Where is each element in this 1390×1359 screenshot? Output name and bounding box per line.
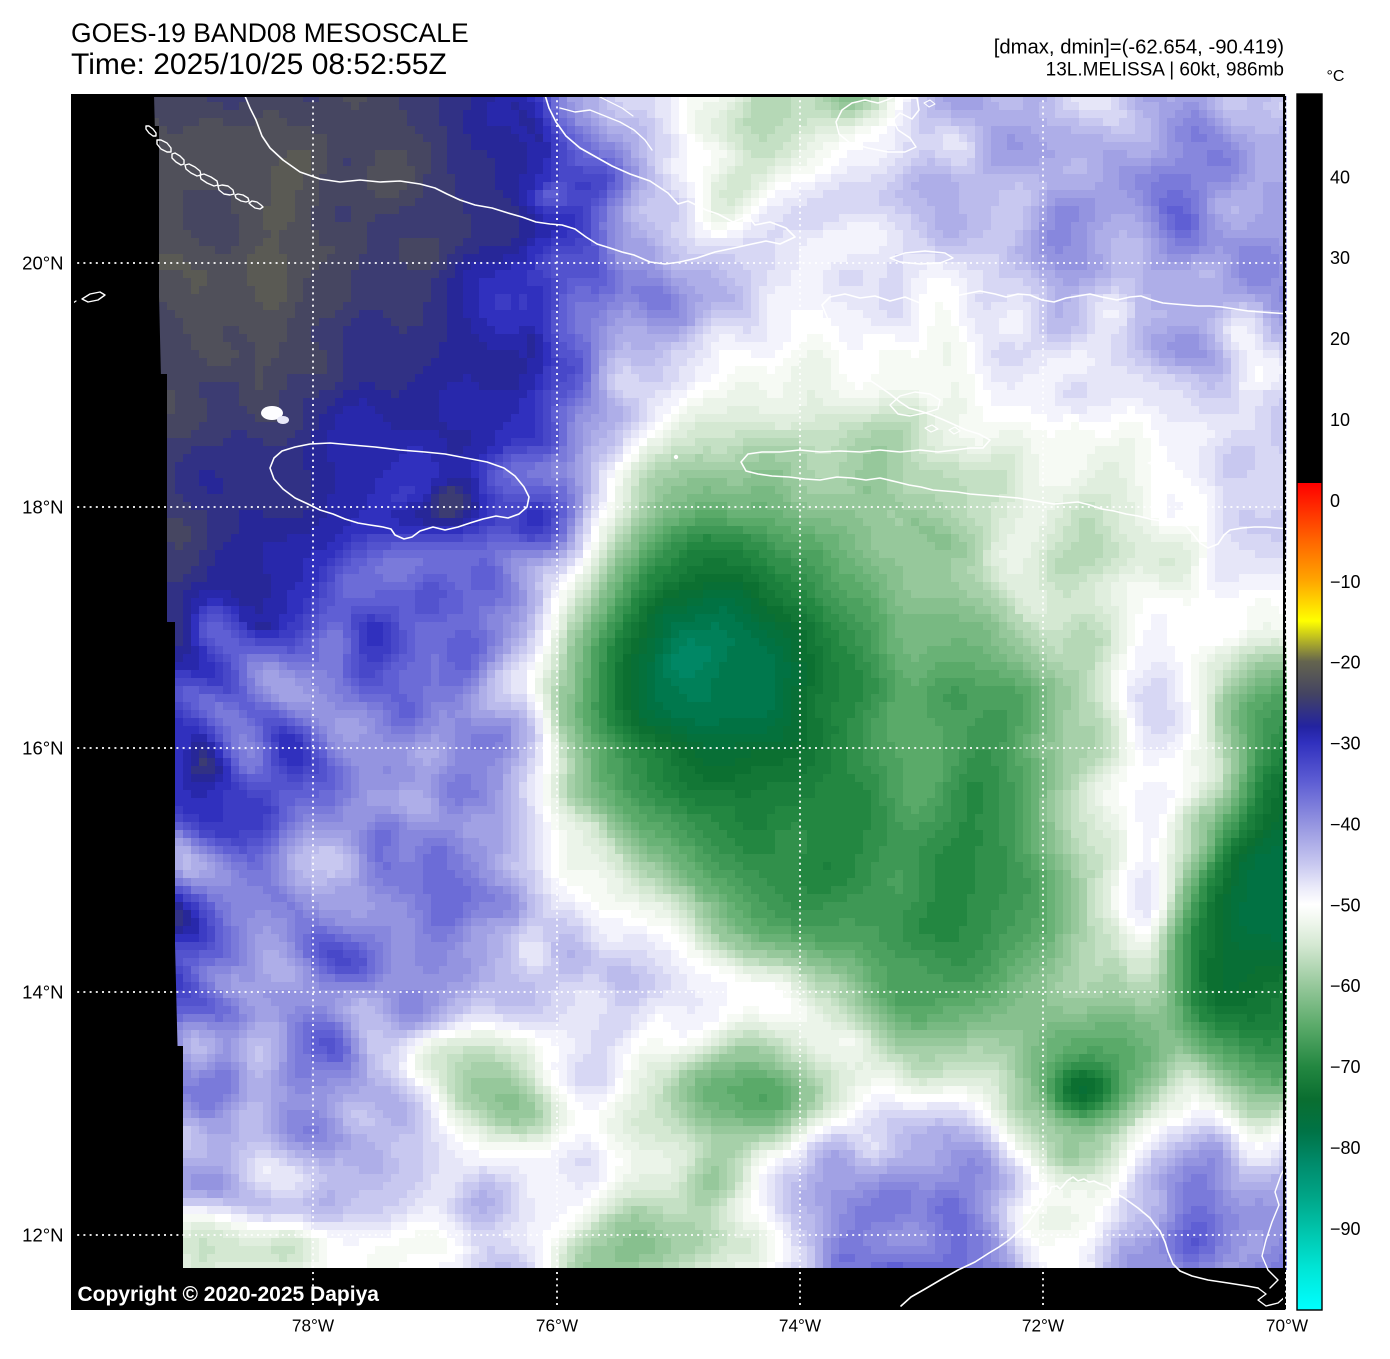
svg-text:20°N: 20°N: [22, 253, 63, 274]
svg-text:16°N: 16°N: [22, 738, 63, 759]
svg-text:20: 20: [1330, 329, 1350, 349]
svg-text:10: 10: [1330, 410, 1350, 430]
svg-text:−60: −60: [1330, 976, 1361, 996]
svg-text:18°N: 18°N: [22, 497, 63, 518]
svg-text:76°W: 76°W: [536, 1316, 579, 1336]
svg-text:GOES-19 BAND08 MESOSCALE: GOES-19 BAND08 MESOSCALE: [71, 18, 469, 48]
svg-text:−70: −70: [1330, 1057, 1361, 1077]
svg-text:74°W: 74°W: [779, 1316, 822, 1336]
svg-text:−50: −50: [1330, 895, 1361, 915]
svg-text:14°N: 14°N: [22, 982, 63, 1003]
svg-text:−30: −30: [1330, 734, 1361, 754]
svg-text:70°W: 70°W: [1266, 1316, 1309, 1336]
svg-text:40: 40: [1330, 167, 1350, 187]
svg-text:Copyright © 2020-2025 Dapiya: Copyright © 2020-2025 Dapiya: [78, 1283, 380, 1306]
svg-text:−20: −20: [1330, 653, 1361, 673]
svg-text:−40: −40: [1330, 815, 1361, 835]
svg-text:Time: 2025/10/25 08:52:55Z: Time: 2025/10/25 08:52:55Z: [71, 48, 447, 81]
svg-text:−80: −80: [1330, 1138, 1361, 1158]
svg-text:°C: °C: [1327, 68, 1345, 85]
svg-text:78°W: 78°W: [292, 1316, 335, 1336]
svg-text:12°N: 12°N: [22, 1225, 63, 1246]
svg-text:72°W: 72°W: [1022, 1316, 1065, 1336]
svg-text:[dmax, dmin]=(-62.654, -90.419: [dmax, dmin]=(-62.654, -90.419): [994, 37, 1284, 59]
svg-text:13L.MELISSA | 60kt, 986mb: 13L.MELISSA | 60kt, 986mb: [1046, 60, 1284, 81]
svg-text:−90: −90: [1330, 1219, 1361, 1239]
svg-text:30: 30: [1330, 248, 1350, 268]
svg-text:0: 0: [1330, 491, 1340, 511]
svg-text:−10: −10: [1330, 572, 1361, 592]
